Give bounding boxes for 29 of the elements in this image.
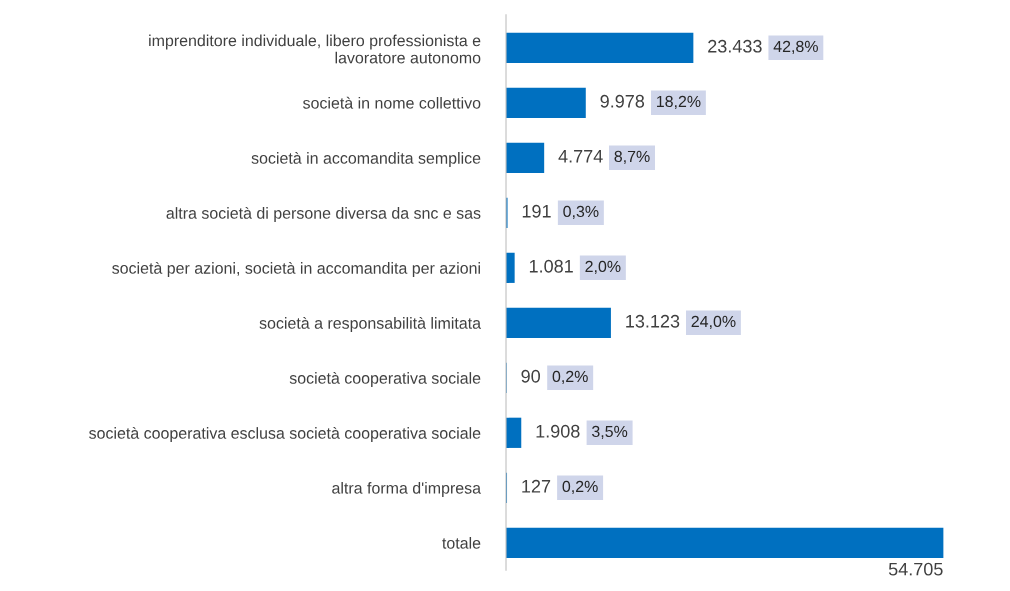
data-label: 9.978: [600, 94, 645, 108]
y-tick-label: imprenditore individuale, libero professionista e lavoratore autonomo: [149, 34, 481, 64]
data-label: 54.705: [888, 562, 943, 576]
data-label: 1.081: [529, 259, 573, 273]
annotation: 2,0%: [585, 260, 621, 274]
annotation: 3,5%: [592, 425, 628, 439]
annotation: 8,7%: [614, 150, 650, 164]
data-label: 191: [522, 204, 551, 218]
data-label: 4.774: [558, 150, 603, 163]
annotation: 0,3%: [563, 205, 599, 219]
data-label: 1.908: [536, 424, 580, 438]
data-label: 90: [521, 369, 540, 383]
annotation: 0,2%: [562, 480, 598, 494]
data-label: 23.433: [708, 39, 762, 53]
y-tick-label: società per azioni, società in accomandita per azioni: [112, 261, 480, 277]
annotation: 0,2%: [552, 370, 588, 384]
annotation: 24,0%: [691, 315, 736, 329]
y-tick-label: società in nome collettivo: [303, 96, 481, 109]
annotation: 18,2%: [657, 95, 701, 109]
y-tick-label: società cooperativa esclusa società cooperativa sociale: [89, 426, 481, 442]
y-tick-label: altra forma d'impresa: [332, 482, 482, 497]
data-label: 127: [522, 479, 551, 493]
annotation: 42,8%: [773, 40, 818, 54]
y-tick-label: totale: [442, 537, 481, 549]
y-tick-label: società in accomandita semplice: [251, 151, 481, 167]
data-label: 13.123: [626, 314, 680, 328]
y-tick-label: società a responsabilità limitata: [259, 316, 482, 332]
y-tick-label: altra società di persone diversa da snc e sas: [166, 206, 481, 222]
y-tick-label: società cooperativa sociale: [289, 371, 481, 387]
